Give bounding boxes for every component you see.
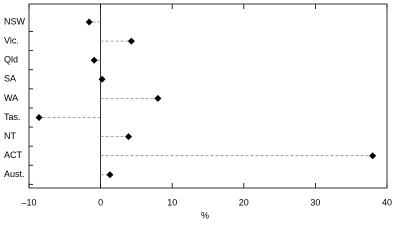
page: % –10 0 10 20 30 40 NSW Vic. Qld SA WA Tas. NT ACT Aus… [4,3,393,221]
dot-marker [85,18,93,26]
chart: % –10 0 10 20 30 40 NSW Vic. Qld SA WA Tas. NT ACT Aus… [4,3,392,220]
dot-marker [125,133,133,141]
y-tick-label: Aust. [4,169,25,179]
y-tick-label: NT [4,131,16,141]
y-tick-label: ACT [4,150,23,160]
y-tick-label: Tas. [4,112,21,122]
y-tick-label: NSW [4,16,26,26]
x-tick-label: –10 [21,197,36,207]
dot-marker [35,114,43,121]
x-axis-label: % [201,210,209,220]
y-tick-label: Qld [4,55,18,65]
dot-marker [154,94,162,102]
plot-frame [28,3,388,189]
dot-marker [98,75,106,83]
x-tick-label: 20 [239,197,249,207]
x-tick-label: 40 [382,197,392,207]
x-tick-label: 30 [310,197,320,207]
x-tick-label: 10 [167,197,177,207]
x-tick-label: 0 [98,197,103,207]
y-tick-label: SA [4,74,16,84]
y-tick-label: Vic. [4,35,19,45]
y-tick-label: WA [4,93,18,103]
dot-marker [127,37,135,45]
dot-marker [106,171,114,179]
dot-marker [90,56,98,64]
dot-marker [369,152,377,160]
